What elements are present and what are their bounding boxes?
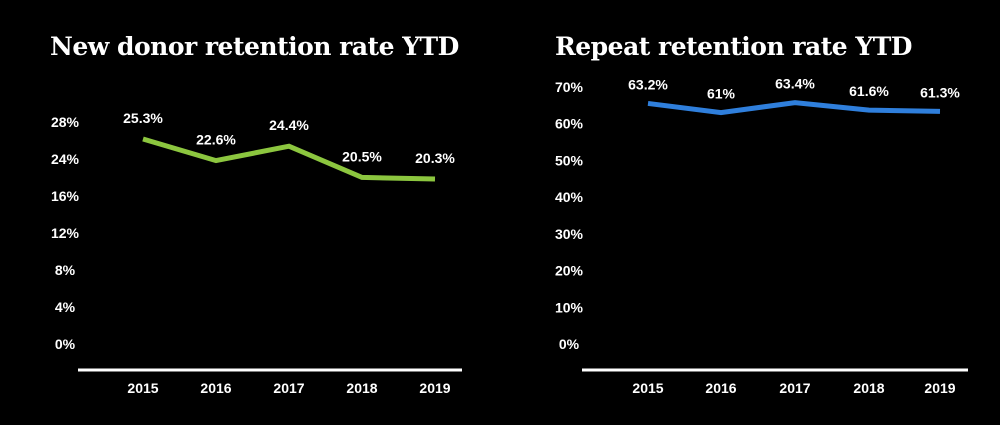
left-data-label: 24.4% <box>269 117 309 133</box>
right-y-tick-label: 30% <box>555 226 584 242</box>
right-y-tick-label: 0% <box>559 336 580 352</box>
right-data-label: 63.2% <box>628 76 668 92</box>
left-y-tick-label: 12% <box>51 225 80 241</box>
left-x-tick-label: 2019 <box>419 380 450 396</box>
left-y-tick-label: 4% <box>55 299 76 315</box>
right-series-line <box>647 100 941 116</box>
right-data-label: 61.3% <box>920 84 960 100</box>
left-data-label: 22.6% <box>196 132 236 148</box>
right-y-tick-label: 10% <box>555 299 584 315</box>
right-x-tick-label: 2016 <box>705 380 736 396</box>
right-y-tick-label: 60% <box>555 116 584 132</box>
right-x-tick-label: 2015 <box>632 380 663 396</box>
right-chart-title: Repeat retention rate YTD <box>555 32 912 61</box>
right-y-tick-label: 70% <box>555 79 584 95</box>
right-y-tick-label: 40% <box>555 189 584 205</box>
right-y-tick-label: 20% <box>555 263 584 279</box>
left-chart-title: New donor retention rate YTD <box>50 32 459 61</box>
left-x-tick-label: 2018 <box>346 380 377 396</box>
left-x-tick-label: 2017 <box>273 380 304 396</box>
right-x-tick-label: 2018 <box>853 380 884 396</box>
left-series-line <box>142 136 436 182</box>
left-y-tick-label: 24% <box>51 151 80 167</box>
right-data-label: 61% <box>707 86 736 102</box>
left-y-tick-label: 16% <box>51 188 80 204</box>
left-data-label: 25.3% <box>123 110 163 126</box>
left-data-label: 20.5% <box>342 148 382 164</box>
right-y-tick-label: 50% <box>555 152 584 168</box>
left-x-tick-label: 2015 <box>127 380 158 396</box>
left-data-label: 20.3% <box>415 150 455 166</box>
left-y-tick-label: 28% <box>51 114 80 130</box>
right-x-tick-label: 2017 <box>779 380 810 396</box>
left-y-tick-label: 8% <box>55 262 76 278</box>
left-x-tick-label: 2016 <box>200 380 231 396</box>
right-data-label: 61.6% <box>849 83 889 99</box>
left-y-tick-label: 0% <box>55 336 76 352</box>
right-x-tick-label: 2019 <box>924 380 955 396</box>
right-data-label: 63.4% <box>775 76 815 92</box>
